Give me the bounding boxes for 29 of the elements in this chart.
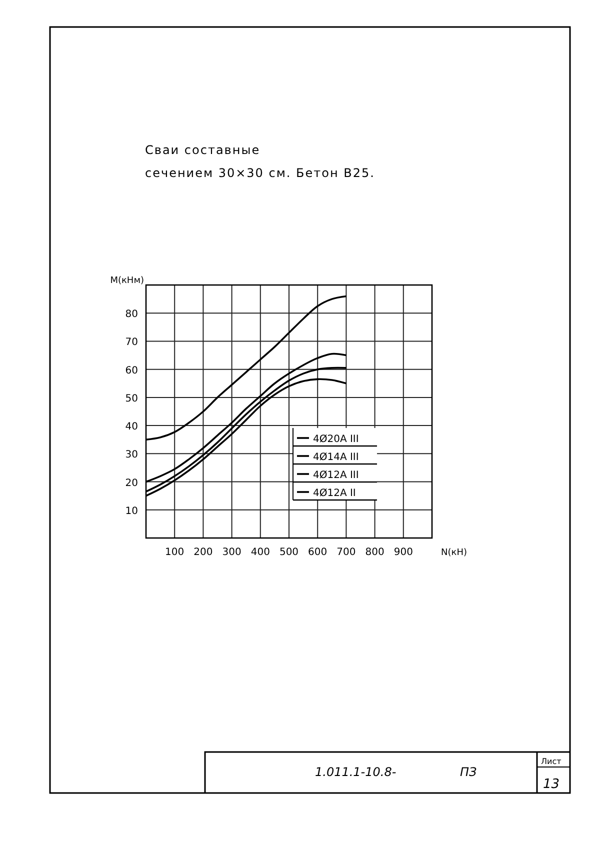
x-tick-label: 900 xyxy=(394,547,413,558)
legend-label: 4Ø20A III xyxy=(313,434,359,445)
x-tick-label: 500 xyxy=(279,547,299,558)
text: 1.011.1-10.8- xyxy=(315,765,396,779)
y-axis-title: M(кНм) xyxy=(110,276,144,286)
legend-label: 4Ø12A II xyxy=(313,488,356,499)
y-tick-label: 60 xyxy=(125,365,138,376)
x-tick-label: 300 xyxy=(222,547,242,558)
x-tick-label: 600 xyxy=(308,547,328,558)
text: ПЗ xyxy=(460,765,478,779)
y-tick-label: 10 xyxy=(125,506,138,517)
y-tick-label: 80 xyxy=(125,309,138,320)
chart-title: Сваи составные xyxy=(145,143,260,157)
x-tick-label: 400 xyxy=(250,547,270,558)
y-tick-label: 30 xyxy=(125,450,138,461)
text: 13 xyxy=(543,777,560,792)
chart-subtitle: сечением 30×30 см. Бетон В25. xyxy=(145,166,375,180)
text: Лист xyxy=(541,757,562,766)
x-tick-label: 700 xyxy=(336,547,356,558)
legend-label: 4Ø12A III xyxy=(313,470,359,481)
x-tick-label: 800 xyxy=(365,547,384,558)
legend-label: 4Ø14A III xyxy=(313,452,359,463)
y-tick-label: 20 xyxy=(125,478,138,489)
y-tick-label: 50 xyxy=(125,393,138,404)
y-tick-label: 40 xyxy=(125,422,138,433)
x-tick-label: 100 xyxy=(165,547,184,558)
y-tick-label: 70 xyxy=(125,337,138,348)
x-tick-label: 200 xyxy=(194,547,213,558)
x-axis-title: N(кН) xyxy=(441,548,467,558)
